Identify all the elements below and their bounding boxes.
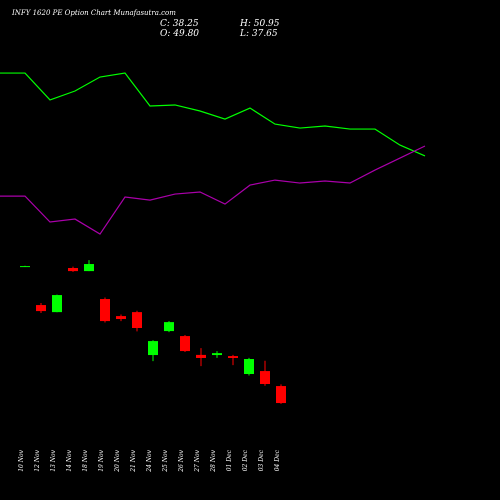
- candle-body: [276, 386, 286, 404]
- indicator-line: [0, 72, 426, 157]
- x-tick-label: 12 Nov: [34, 449, 41, 471]
- candle-body: [132, 312, 142, 328]
- x-tick-label: 14 Nov: [66, 449, 73, 471]
- indicator-line: [0, 145, 426, 235]
- candle-body: [212, 353, 222, 356]
- candle-body: [100, 299, 110, 322]
- x-tick-label: 21 Nov: [130, 449, 137, 472]
- candle-body: [164, 322, 174, 332]
- candle-body: [148, 341, 158, 356]
- x-tick-label: 10 Nov: [18, 449, 25, 471]
- x-tick-label: 24 Nov: [146, 449, 153, 472]
- candle-body: [196, 354, 206, 358]
- candle-body: [36, 305, 46, 312]
- x-tick-label: 02 Dec: [242, 449, 249, 471]
- candle-body: [116, 316, 126, 320]
- ohlc-high: H: 50.95: [239, 19, 280, 29]
- x-tick-label: 03 Dec: [258, 449, 265, 471]
- x-tick-label: 13 Nov: [50, 449, 57, 471]
- x-tick-label: 18 Nov: [82, 449, 89, 471]
- x-tick-label: 27 Nov: [194, 449, 201, 472]
- x-tick-label: 19 Nov: [98, 449, 105, 471]
- candle-body: [52, 295, 62, 313]
- x-tick-label: 04 Dec: [274, 449, 281, 471]
- ohlc-low: L: 37.65: [239, 29, 278, 39]
- x-tick-label: 20 Nov: [114, 449, 121, 472]
- candle-body: [20, 266, 30, 268]
- ohlc-open: O: 49.80: [160, 29, 199, 39]
- x-tick-label: 28 Nov: [210, 449, 217, 472]
- candle-body: [244, 359, 254, 375]
- candle-body: [260, 371, 270, 385]
- chart-title: INFY 1620 PE Option Chart Munafasutra.co…: [11, 9, 176, 17]
- x-tick-label: 01 Dec: [226, 449, 233, 471]
- candle-body: [228, 356, 238, 358]
- candle-body: [84, 264, 94, 272]
- candle-body: [180, 336, 190, 352]
- ohlc-close: C: 38.25: [160, 19, 199, 29]
- x-tick-label: 25 Nov: [162, 449, 169, 472]
- candle-body: [68, 268, 78, 272]
- x-tick-label: 26 Nov: [178, 449, 185, 472]
